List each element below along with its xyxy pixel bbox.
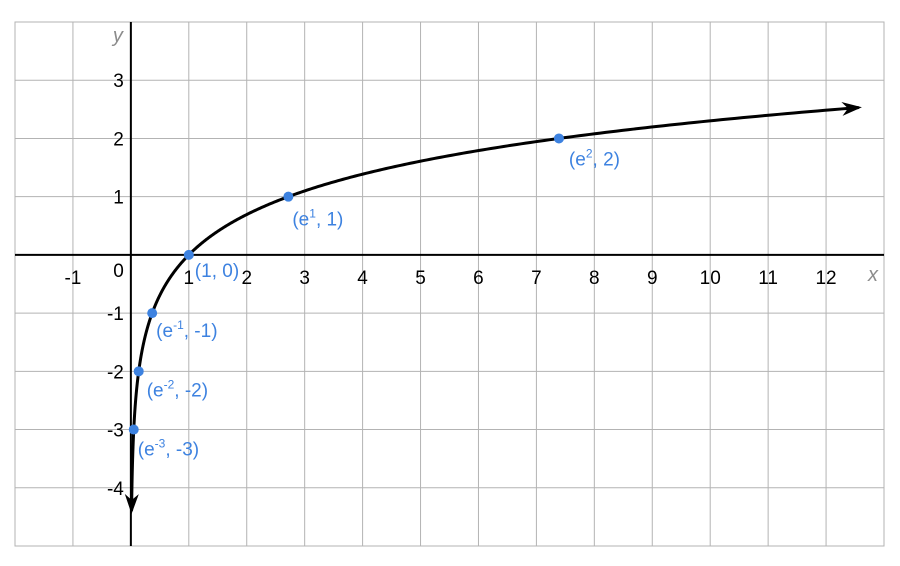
- y-tick-label: 1: [113, 188, 124, 209]
- x-tick-label: 8: [589, 268, 600, 289]
- data-point: [147, 308, 158, 319]
- x-tick-label: 4: [357, 268, 368, 289]
- x-tick-label: 6: [473, 268, 484, 289]
- y-axis-label: y: [111, 25, 124, 47]
- log-curve: [130, 106, 860, 512]
- data-point: [553, 133, 564, 144]
- x-tick-label: 10: [700, 268, 721, 289]
- point-label: (e-3, -3): [138, 437, 199, 461]
- x-axis-label: x: [867, 264, 879, 286]
- y-tick-label: 3: [113, 71, 124, 92]
- x-tick-label: 7: [531, 268, 542, 289]
- curve-layer: [124, 101, 862, 515]
- origin-label: 0: [113, 261, 124, 282]
- y-tick-label: 2: [113, 129, 124, 150]
- point-label: (1, 0): [195, 261, 239, 282]
- data-point: [128, 424, 139, 435]
- grid: [14, 21, 885, 547]
- y-tick-label: -3: [107, 421, 124, 442]
- x-tick-label: -1: [64, 268, 81, 289]
- y-tick-label: -4: [107, 479, 124, 500]
- x-tick-label: 1: [184, 268, 195, 289]
- x-tick-label: 9: [647, 268, 658, 289]
- y-tick-label: -1: [107, 304, 124, 325]
- data-point: [283, 191, 294, 202]
- point-label: (e2, 2): [569, 146, 620, 170]
- points-layer: (e-3, -3) (e-2, -2) (e-1, -1) (1, 0) (e1, 1)…: [128, 133, 620, 461]
- x-tick-label: 5: [415, 268, 426, 289]
- data-point: [183, 249, 194, 260]
- x-tick-label: 2: [241, 268, 252, 289]
- data-point: [133, 366, 144, 377]
- axes: xy: [15, 22, 884, 546]
- x-tick-label: 3: [299, 268, 310, 289]
- point-label: (e-2, -2): [147, 377, 208, 401]
- curve-arrow-down-icon: [124, 493, 139, 515]
- curve-arrow-right-icon: [841, 101, 862, 116]
- point-label: (e-1, -1): [156, 318, 217, 342]
- y-tick-label: -2: [107, 362, 124, 383]
- x-tick-label: 12: [815, 268, 836, 289]
- grid-frame: [14, 21, 885, 547]
- x-tick-label: 11: [758, 268, 778, 289]
- point-label: (e1, 1): [292, 207, 343, 231]
